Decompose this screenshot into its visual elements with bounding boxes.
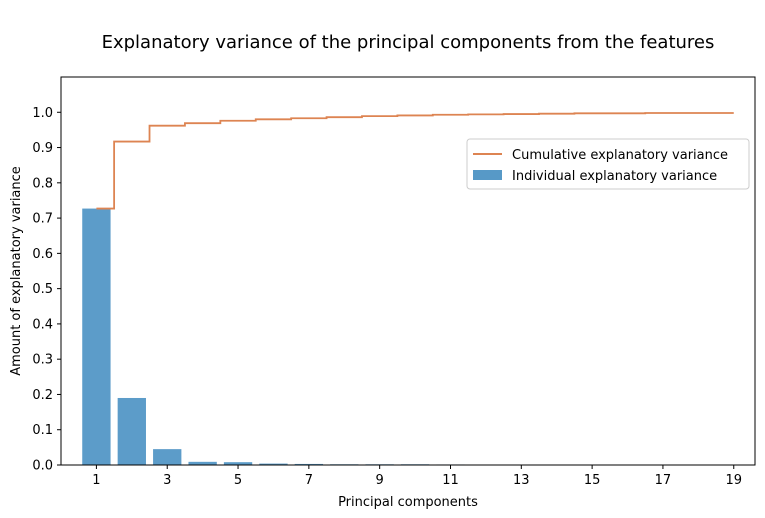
x-axis: 1 3 5 7 9 11 13 15 17 19 [92, 465, 742, 488]
bar-pc-1 [82, 208, 111, 465]
y-tick-label: 0.4 [32, 317, 53, 332]
y-tick-label: 1.0 [32, 106, 53, 121]
x-tick-label: 19 [725, 473, 742, 488]
y-tick-label: 0.5 [32, 282, 53, 297]
bar-pc-4 [188, 461, 217, 465]
y-axis-label: Amount of explanatory variance [9, 166, 24, 376]
x-tick-label: 7 [305, 473, 313, 488]
x-tick-label: 11 [442, 473, 459, 488]
bar-pc-5 [223, 462, 253, 465]
bar-pc-3 [153, 449, 182, 465]
y-tick-label: 0.3 [32, 353, 53, 368]
plot-frame [60, 76, 756, 466]
cumulative-variance-line [96, 112, 734, 210]
y-tick-label: 0.2 [32, 388, 53, 403]
legend-label-cumulative: Cumulative explanatory variance [512, 148, 728, 163]
x-tick-label: 15 [584, 473, 601, 488]
bar-pc-2 [117, 397, 146, 465]
legend: Cumulative explanatory variance Individu… [466, 138, 750, 190]
x-tick-label: 13 [513, 473, 530, 488]
chart-title: Explanatory variance of the principal co… [102, 32, 715, 53]
legend-label-individual: Individual explanatory variance [512, 169, 717, 184]
y-tick-label: 0.9 [32, 141, 53, 156]
x-axis-label: Principal components [338, 495, 478, 510]
bar-pc-7 [294, 463, 324, 465]
legend-box [466, 138, 750, 190]
x-tick-label: 5 [234, 473, 242, 488]
y-tick-label: 0.6 [32, 247, 53, 262]
y-axis: 0.0 0.1 0.2 0.3 0.4 0.5 0.6 0.7 0.8 0.9 1.0 [32, 106, 61, 474]
bar-pc-6 [259, 463, 288, 465]
legend-swatch-individual [473, 170, 502, 180]
x-tick-label: 1 [92, 473, 100, 488]
y-tick-label: 0.8 [32, 176, 53, 191]
x-tick-label: 17 [655, 473, 672, 488]
x-tick-label: 3 [163, 473, 171, 488]
y-tick-label: 0.0 [32, 459, 53, 474]
y-tick-label: 0.1 [32, 423, 53, 438]
x-tick-label: 9 [376, 473, 384, 488]
y-tick-label: 0.7 [32, 212, 53, 227]
